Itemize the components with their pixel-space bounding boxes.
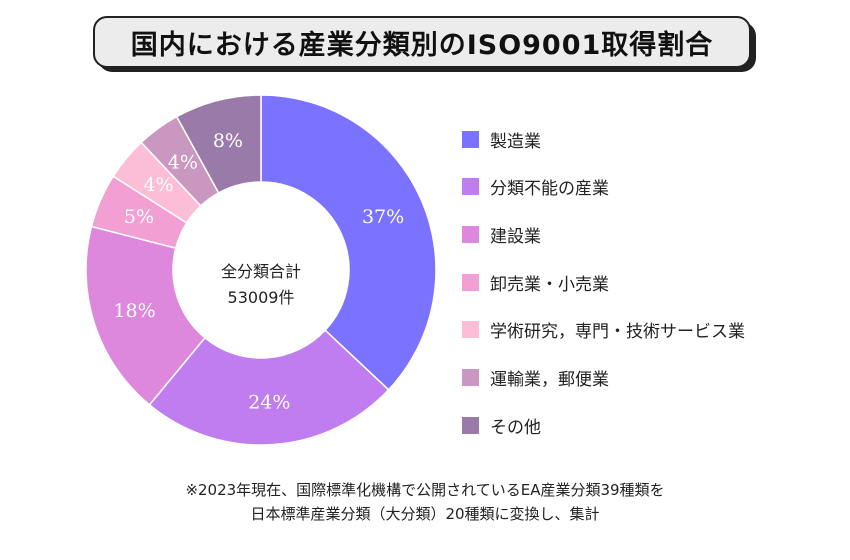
title-box: 国内における産業分類別のISO9001取得割合 (93, 16, 751, 68)
legend-swatch-other (462, 416, 479, 434)
slice-label-unclassifiable: 24% (248, 392, 290, 414)
donut-slices (85, 94, 437, 446)
legend-item-transport-postal: 運輸業，郵便業 (462, 366, 609, 390)
legend-item-manufacturing: 製造業 (462, 127, 541, 152)
slice-label-wholesale-retail: 5% (124, 206, 154, 228)
slice-unclassifiable (148, 329, 390, 446)
slice-label-transport-postal: 4% (168, 151, 198, 173)
legend-item-wholesale-retail: 卸売業・小売業 (462, 270, 609, 295)
chart-title: 国内における産業分類別のISO9001取得割合 (130, 29, 714, 61)
slice-manufacturing (260, 94, 437, 391)
slice-label-manufacturing: 37% (362, 206, 404, 228)
footnote-line-1: ※2023年現在、国際標準化機構で公開されているEA産業分類39種類を (185, 481, 665, 499)
legend-item-construction: 建設業 (462, 222, 541, 247)
legend-swatch-unclassifiable (462, 178, 479, 196)
legend-label-manufacturing: 製造業 (490, 131, 541, 152)
center-label-count: 53009件 (228, 288, 295, 307)
legend-swatch-construction (462, 225, 479, 243)
legend-swatch-manufacturing (462, 130, 479, 148)
legend-label-construction: 建設業 (490, 226, 541, 247)
legend-item-academic-research: 学術研究，専門・技術サービス業 (462, 318, 745, 342)
slice-construction (85, 225, 206, 406)
legend-swatch-academic-research (462, 321, 479, 339)
slice-label-construction: 18% (113, 300, 155, 322)
legend-swatch-transport-postal (462, 369, 479, 386)
center-label-title: 全分類合計 (221, 262, 301, 281)
footnote-line-2: 日本標準産業分類（大分類）20種類に変換し、集計 (250, 505, 600, 523)
legend-swatch-wholesale-retail (462, 273, 479, 291)
legend-label-transport-postal: 運輸業，郵便業 (490, 370, 609, 390)
legend-item-unclassifiable: 分類不能の産業 (462, 175, 609, 199)
legend-label-academic-research: 学術研究，専門・技術サービス業 (490, 322, 745, 343)
legend-item-other: その他 (462, 413, 541, 438)
legend-label-unclassifiable: 分類不能の産業 (490, 179, 609, 200)
legend-label-other: その他 (490, 417, 541, 438)
slice-label-other: 8% (213, 130, 243, 152)
slice-other (175, 94, 262, 194)
slice-label-academic-research: 4% (143, 174, 173, 196)
legend-label-wholesale-retail: 卸売業・小売業 (490, 274, 609, 295)
donut-slice-labels: 37% 24% 18% 5% 4%4% 8% (113, 130, 404, 414)
